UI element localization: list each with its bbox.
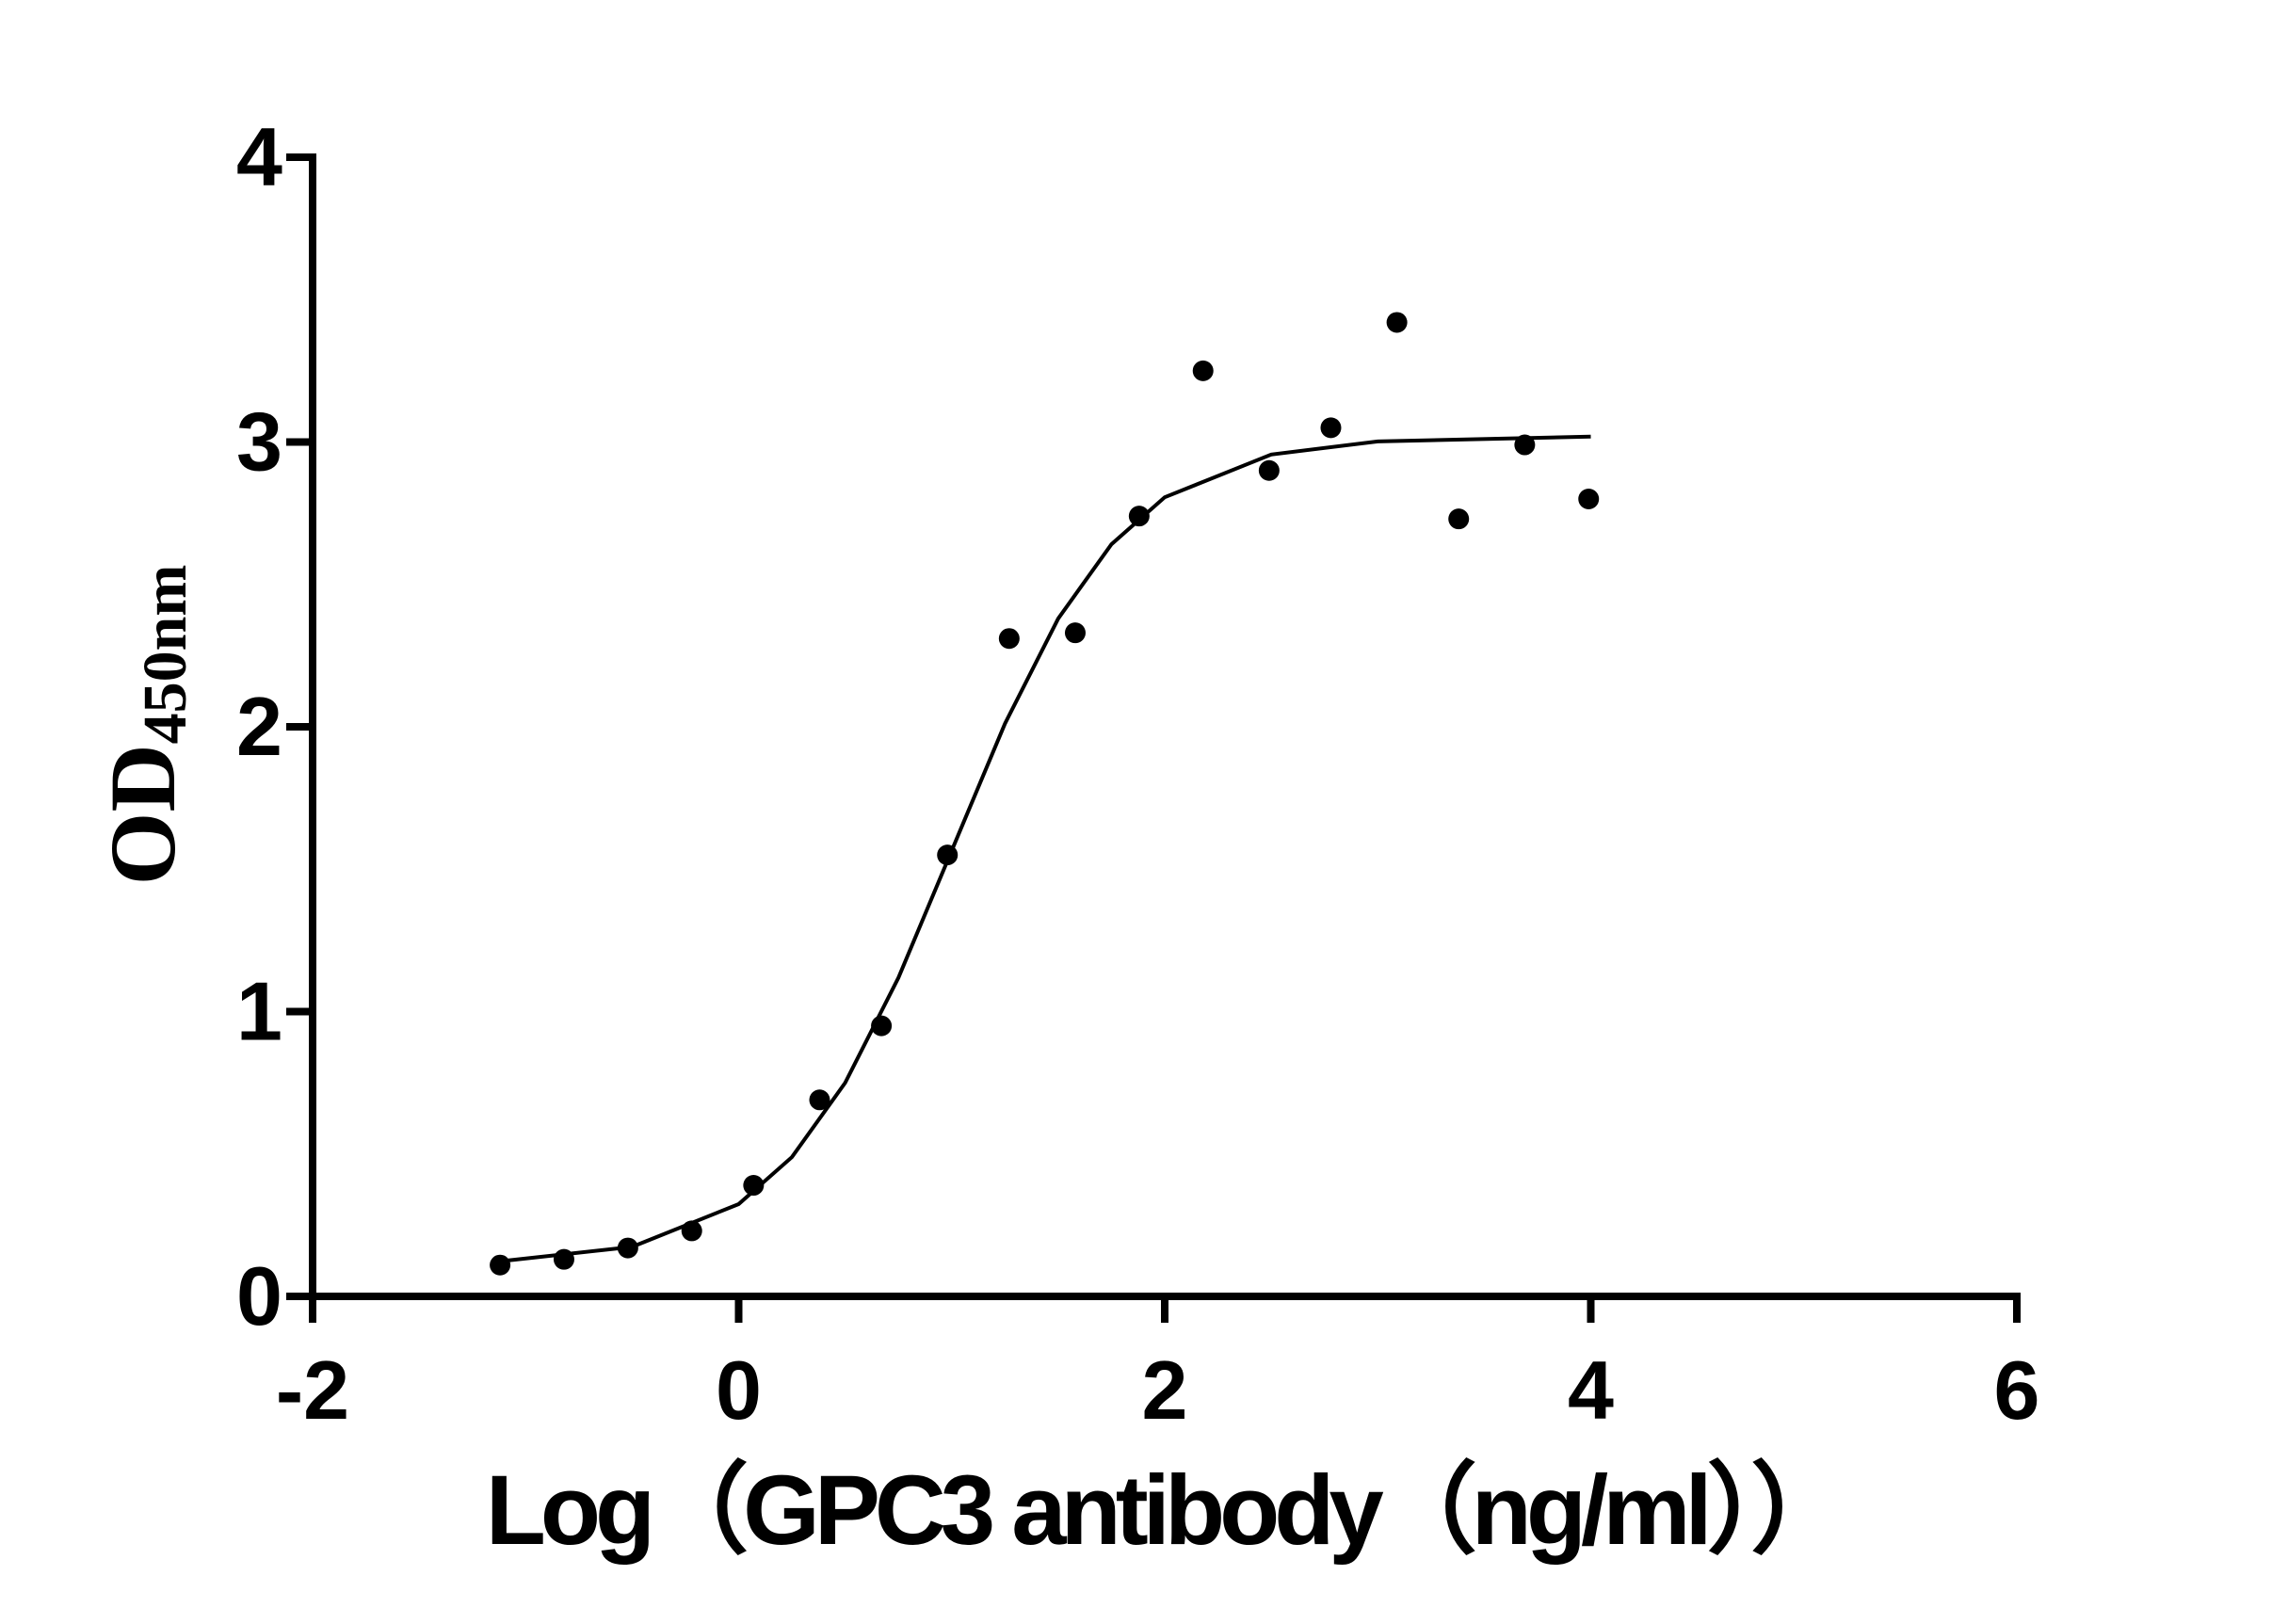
x-axis-title: Log（GPC3 antibody（ng/ml））: [486, 1455, 1844, 1566]
y-axis-title: OD450nm: [90, 565, 200, 886]
data-point: [1320, 417, 1342, 439]
y-axis-title-main: OD: [90, 744, 195, 885]
data-point: [1064, 622, 1086, 644]
data-point: [1578, 489, 1600, 509]
data-point: [1448, 508, 1470, 530]
x-tick-label: 2: [1142, 1343, 1188, 1437]
fit-curve: [499, 434, 1591, 1263]
x-tick-label: 4: [1568, 1343, 1614, 1437]
data-point: [490, 1254, 511, 1276]
data-point: [1386, 312, 1408, 333]
y-tick-label: 0: [236, 1249, 282, 1343]
data-point: [1128, 506, 1150, 527]
y-tick-label: 2: [236, 680, 282, 773]
y-axis-title-subscript: 450nm: [131, 565, 200, 745]
y-tick-label: 1: [236, 965, 282, 1058]
data-point: [1192, 360, 1214, 381]
data-point: [1258, 459, 1280, 481]
x-tick-label: 0: [716, 1343, 762, 1437]
data-point: [743, 1175, 765, 1197]
x-tick-label: 6: [1994, 1343, 2040, 1437]
data-point: [809, 1089, 830, 1111]
y-tick-label: 4: [236, 110, 282, 203]
x-tick-label: -2: [276, 1343, 349, 1437]
y-tick-label: 3: [236, 395, 282, 489]
data-point: [998, 628, 1020, 650]
